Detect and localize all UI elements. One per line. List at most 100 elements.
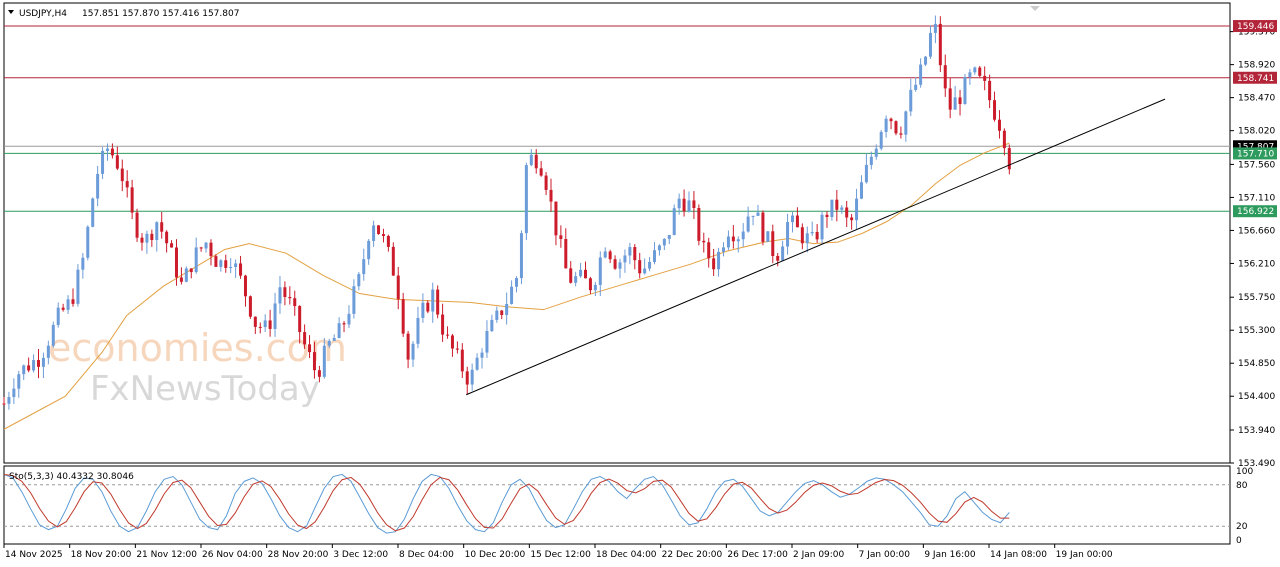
- candle-bull: [416, 317, 420, 344]
- level-label: 156.922: [1237, 207, 1274, 217]
- candle-bull: [840, 207, 844, 210]
- level-label: 157.807: [1237, 142, 1274, 152]
- candle-bull: [263, 320, 267, 328]
- candle-bear: [771, 231, 775, 256]
- candle-bull: [505, 304, 509, 315]
- candle-bull: [687, 200, 691, 212]
- candle-bear: [997, 119, 1001, 131]
- candle-bear: [800, 227, 804, 244]
- x-tick-label: 22 Dec 20:00: [662, 550, 723, 560]
- price-axis: 159.370 158.920 158.470 158.020 157.560 157.1…: [1230, 20, 1277, 469]
- candle-bull: [628, 247, 632, 256]
- candle-bull: [234, 263, 238, 268]
- x-tick-label: 3 Dec 12:00: [333, 550, 388, 560]
- candle-bull: [786, 222, 790, 247]
- candle-bear: [268, 320, 272, 329]
- candle-bear: [36, 360, 40, 367]
- level-label-box: [1233, 205, 1277, 218]
- candle-bull: [46, 345, 50, 358]
- candle-bear: [889, 118, 893, 122]
- candle-bear: [174, 247, 178, 278]
- candle-bull: [924, 56, 928, 65]
- candle-bear: [983, 75, 987, 81]
- candle-bear: [584, 269, 588, 279]
- candle-bear: [381, 234, 385, 236]
- candle-bear: [71, 299, 75, 304]
- candle-bear: [303, 332, 307, 345]
- candle-bull: [726, 236, 730, 248]
- candle-bull: [12, 388, 16, 398]
- candle-bear: [248, 296, 252, 317]
- x-tick-label: 14 Nov 2025: [5, 550, 63, 560]
- candle-bull: [17, 374, 21, 389]
- level-label-box: [1233, 20, 1277, 33]
- candle-bear: [199, 247, 203, 249]
- candle-bear: [426, 302, 430, 312]
- candle-bull: [41, 357, 45, 367]
- candle-bull: [81, 257, 85, 270]
- candle-bull: [751, 215, 755, 217]
- candle-bear: [539, 168, 543, 176]
- stoch-tick-label: 100: [1236, 467, 1253, 477]
- candle-bear: [214, 256, 218, 267]
- y-tick-label: 153.490: [1238, 459, 1275, 469]
- candle-bull: [909, 89, 913, 112]
- candle-bull: [229, 267, 233, 269]
- candle-bull: [805, 233, 809, 244]
- level-label-box: [1233, 71, 1277, 84]
- candle-bull: [746, 216, 750, 232]
- candle-bear: [707, 242, 711, 259]
- candle-bull: [869, 156, 873, 165]
- candle-bear: [776, 255, 780, 261]
- candle-bear: [61, 307, 65, 310]
- stoch-k-line: [3, 473, 1010, 534]
- candle-bull: [721, 247, 725, 252]
- candle-bear: [396, 275, 400, 300]
- y-tick-label: 154.850: [1238, 359, 1275, 369]
- x-tick-label: 26 Nov 04:00: [202, 550, 263, 560]
- candle-bull: [475, 357, 479, 370]
- candle-bull: [579, 269, 583, 277]
- trendline[interactable]: [466, 98, 1166, 396]
- candle-bear: [130, 187, 134, 213]
- chevron-down-icon[interactable]: [8, 10, 14, 14]
- stoch-tick-label: 20: [1236, 522, 1248, 532]
- candle-bear: [638, 260, 642, 274]
- candle-bull: [421, 302, 425, 318]
- chart-shift-icon[interactable]: [1030, 6, 1040, 11]
- candle-bull: [667, 234, 671, 239]
- candle-bear: [406, 333, 410, 360]
- candle-bear: [938, 23, 942, 66]
- price-levels: [4, 25, 1230, 212]
- candle-bull: [76, 269, 80, 304]
- y-tick-label: 156.210: [1238, 259, 1275, 269]
- candle-bull: [357, 274, 361, 287]
- candle-bull: [756, 212, 760, 216]
- candle-bull: [618, 262, 622, 269]
- candle-bull: [855, 198, 859, 221]
- candle-bear: [978, 67, 982, 76]
- candle-bear: [386, 235, 390, 247]
- candle-bull: [859, 182, 863, 199]
- candle-bull: [524, 165, 528, 234]
- candle-bear: [2, 403, 6, 405]
- candle-bear: [441, 314, 445, 335]
- x-tick-label: 9 Jan 16:00: [924, 550, 976, 560]
- candle-bear: [993, 100, 997, 120]
- candle-bull: [515, 278, 519, 287]
- stoch-d-line: [3, 473, 1010, 532]
- candle-bear: [224, 260, 228, 268]
- candle-bull: [51, 324, 55, 346]
- candle-bull: [919, 64, 923, 85]
- candle-bear: [894, 121, 898, 134]
- candle-bull: [864, 164, 868, 183]
- candle-bear: [825, 214, 829, 218]
- candle-bear: [559, 235, 563, 239]
- candle-bull: [741, 231, 745, 240]
- trendline-layer: [466, 98, 1166, 396]
- candle-bull: [96, 173, 100, 199]
- candle-bear: [317, 370, 321, 377]
- stochastic-oscillator: 100 80 20 0: [3, 467, 1253, 546]
- candle-bear: [815, 231, 819, 240]
